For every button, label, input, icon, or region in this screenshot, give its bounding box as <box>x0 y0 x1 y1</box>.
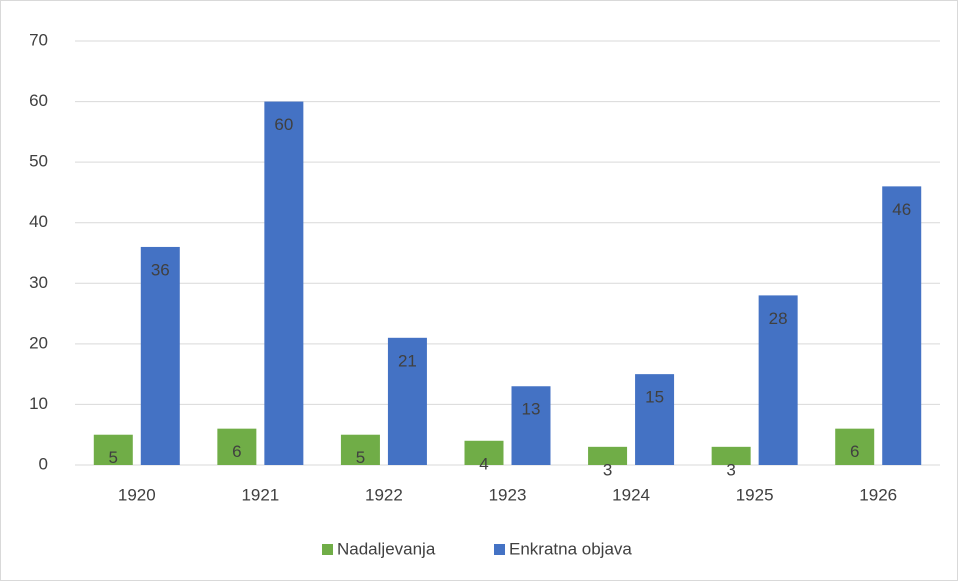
data-label: 4 <box>479 454 488 473</box>
y-tick-label: 0 <box>39 454 48 473</box>
x-tick-label: 1921 <box>241 485 279 504</box>
bar <box>140 246 180 465</box>
x-tick-label: 1926 <box>859 485 897 504</box>
data-label: 3 <box>726 460 735 479</box>
legend-label: Nadaljevanja <box>337 539 436 558</box>
data-label: 28 <box>769 309 788 328</box>
bar <box>835 428 875 465</box>
y-tick-label: 30 <box>29 273 48 292</box>
data-label: 5 <box>109 448 118 467</box>
data-label: 5 <box>356 448 365 467</box>
x-tick-label: 1922 <box>365 485 403 504</box>
y-tick-label: 50 <box>29 152 48 171</box>
y-tick-label: 20 <box>29 333 48 352</box>
bar <box>93 434 133 465</box>
bar <box>217 428 257 465</box>
bar <box>340 434 380 465</box>
data-label: 3 <box>603 460 612 479</box>
legend-label: Enkratna objava <box>509 539 632 558</box>
bar <box>464 440 504 465</box>
data-label: 13 <box>522 400 541 419</box>
data-label: 46 <box>892 200 911 219</box>
bar <box>882 186 922 465</box>
y-tick-label: 10 <box>29 394 48 413</box>
data-label: 21 <box>398 351 417 370</box>
bar <box>758 295 798 465</box>
legend-swatch <box>494 544 505 555</box>
bar <box>635 374 675 465</box>
data-label: 15 <box>645 388 664 407</box>
data-label: 60 <box>274 115 293 134</box>
data-label: 6 <box>232 442 241 461</box>
legend-swatch <box>322 544 333 555</box>
y-tick-label: 40 <box>29 212 48 231</box>
bar <box>511 386 551 465</box>
x-tick-label: 1925 <box>736 485 774 504</box>
bar <box>588 446 628 465</box>
x-tick-label: 1923 <box>489 485 527 504</box>
x-tick-label: 1924 <box>612 485 650 504</box>
data-label: 6 <box>850 442 859 461</box>
bar <box>387 337 427 465</box>
bar <box>264 101 304 466</box>
data-label: 36 <box>151 260 170 279</box>
y-tick-label: 70 <box>29 30 48 49</box>
bar <box>711 446 751 465</box>
y-tick-label: 60 <box>29 91 48 110</box>
x-tick-label: 1920 <box>118 485 156 504</box>
